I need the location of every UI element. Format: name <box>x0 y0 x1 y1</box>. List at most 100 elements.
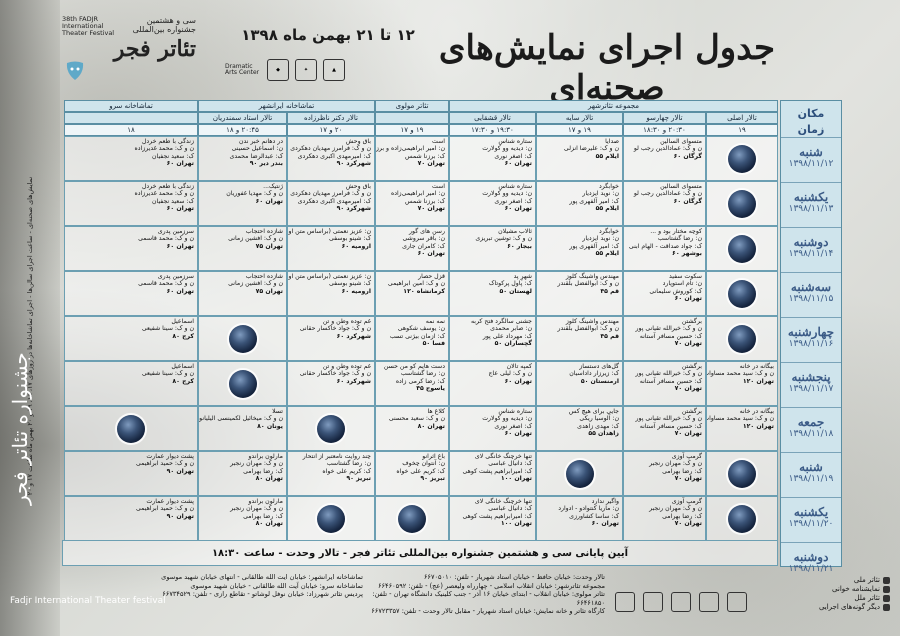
day-name: سه‌شنبه <box>790 280 832 294</box>
credit-line: ک: امیرمهدی اکبری دهکردی <box>297 152 371 160</box>
credit-line: ک: زیرزار داداسیان <box>569 370 619 378</box>
international-theater-icon <box>883 594 890 602</box>
city-duration: تهران ۷۵ <box>255 287 283 295</box>
city-duration: تهران ۶۰ <box>504 430 532 438</box>
city-duration: یونان ۸۰ <box>257 422 283 430</box>
moon-disc-icon <box>565 459 594 488</box>
play-title: کلاغ ها <box>427 408 445 415</box>
empty-slot <box>287 496 375 541</box>
page-title: جدول اجرای نمایش‌های صحنه‌ای <box>438 28 776 108</box>
day-date: ۱۳۹۸/۱۱/۱۴ <box>788 249 834 259</box>
credit-line: ن: رضا گشتاسب <box>400 370 445 378</box>
venue_groups-header-3: تماشاخانه سرو <box>64 100 198 112</box>
city-duration: تهران ۶۰ <box>591 520 619 528</box>
time-header: زمان <box>797 123 825 136</box>
play-title: ثالاب مشیلان <box>498 228 532 235</box>
empty-slot <box>198 316 287 361</box>
play-title: سرزمین پدری <box>157 273 194 280</box>
credit-line: ن و ک: محمد غدیرزاده <box>134 145 194 153</box>
performance-cell: خوابگرد ن: نوید ایزدیار ک: امیر آلفهری پور… <box>536 226 623 271</box>
performance-cell: کمپه تالان ن و ک: لیلی عاج تهران ۶۰ <box>449 361 536 406</box>
moon-disc-icon <box>317 414 345 443</box>
credit-line: ن و ک: ابوالفضل بلقندر <box>557 325 619 333</box>
schedule-table: مجموعه تئاترشهر تئاتر مولوی تماشاخانه ایرا… <box>62 100 778 567</box>
performance-cell: سرزمین پدری ن و ک: محمد قاسمی تهران ۶۰ <box>64 226 198 271</box>
legend-item: تئاتر ملل <box>790 594 890 602</box>
credit-line: ن و ک: مهران رنجبر <box>649 505 702 513</box>
performance-cell: شازده احتجاب ن و ک: افشین زمانی تهران ۷۵ <box>198 226 287 271</box>
venue_groups-header-0: مجموعه تئاترشهر <box>449 100 778 112</box>
performance-cell: چند روایت نامعتبر از انتحار ن: رضا گشتاسب… <box>287 451 375 496</box>
performance-cell: مهندس واشینگ کلوز ن و ک: ابوالفضل بلقندر ق… <box>536 316 623 361</box>
performance-cell: ن: عزیز نعمتی (براساس متن اوریبه)ک: شینو… <box>287 226 375 271</box>
day-divider <box>781 137 841 138</box>
day-name: دوشنبه <box>793 235 829 249</box>
day-divider <box>781 227 841 228</box>
play-title: جایی برای هیچ کس <box>568 408 619 415</box>
play-title: گل‌های دستساز <box>579 363 619 370</box>
legend-item: نمایشنامه خوانی <box>790 585 890 593</box>
play-title: ن: عزیز نعمتی (براساس متن اوریبه) <box>288 228 371 235</box>
performance-cell: غم توده وطن و تن ن و ک: جواد خاکسار حقانی… <box>287 316 375 361</box>
city-duration: قم ۴۵ <box>600 332 619 340</box>
play-title: سکوت سفید <box>668 273 702 280</box>
play-title: رسن های گور <box>409 228 445 235</box>
moon-disc-icon <box>728 324 756 353</box>
credit-line: ن: صابر محمدی <box>490 325 532 333</box>
play-title: ستاره شناس <box>498 408 532 415</box>
moon-disc-icon <box>728 234 756 263</box>
credit-line: ک: رضا بهرامی <box>662 467 702 475</box>
city-duration: تهران ۷۰ <box>674 475 702 483</box>
moon-disc-icon <box>228 324 257 353</box>
city-duration: ارومیه ۶۰ <box>341 242 371 250</box>
city-duration: تهران ۱۲۰ <box>742 422 774 430</box>
city-duration: ایلام ۵۵ <box>595 205 619 213</box>
city-duration: تهران ۶۰ <box>504 160 532 168</box>
performance-cell: مهندس واشینگ کلوز ن و ک: ابوالفضل بلقندر ق… <box>536 271 623 316</box>
credit-line: ک: شینو بوسفی <box>328 280 371 288</box>
credit-line: ن و ک: سید محمد مساوات <box>706 415 774 423</box>
day-divider <box>781 317 841 318</box>
play-title: باغ اثرانو <box>422 453 445 460</box>
iranshahr-logo-icon <box>699 592 719 612</box>
credit-line: ک: حسین مسافر آستانه <box>639 332 702 340</box>
credit-line: ن و ک: توشین تبریزی <box>475 235 532 243</box>
day-name: چهارشنبه <box>787 325 835 339</box>
performance-cell: مارلون براندو ن و ک: مهران رنجبر ک: رضا به… <box>198 496 287 541</box>
performance-cell: قزل حصار ن و ک: امین ابراهیمی کرمانشاه ۱۲۰ <box>375 271 449 316</box>
day-label: یکشنبه ۱۳۹۸/۱۱/۲۰ <box>781 505 841 529</box>
credit-line: ک: شینو بوسفی <box>328 235 371 243</box>
performance-cell: متسوای السالین ن و ک: عمادالدین رجب لو گرگ… <box>623 136 706 181</box>
time-cell-4: ۱۹ و ۱۷ <box>375 124 449 136</box>
credit-line: ن: باقر سروشی <box>402 235 445 243</box>
play-title: پشت دیوار عمارت <box>146 453 194 460</box>
performance-cell: باق وحش ن و ک: فرامرز مهدیان دهکردی ک: امی… <box>287 181 375 226</box>
credit-line: ن و ک: عمادالدین رجب لو <box>633 190 702 198</box>
credit-line: ک: حسین مسافر آستانه <box>639 422 702 430</box>
credit-line: ک: عبدالرضا محمدی <box>229 152 284 160</box>
moon-disc-icon <box>728 279 756 308</box>
performance-cell: خوابگرد ن: نوید ایزدیار ک: امیر آلفهری پور… <box>536 181 623 226</box>
credit-line: ک: پاول پرکوتاک <box>488 280 532 288</box>
credit-line: ک: امیرابراهیم پشت کوهی <box>462 467 532 475</box>
credit-line: ک: کامران جاری <box>402 242 445 250</box>
city-duration: بندر دیر ۹۰ <box>249 160 283 168</box>
credit-line: ک: برزنا شمس <box>405 152 445 160</box>
day-name: یکشنبه <box>793 190 829 204</box>
time-cell-5: ۲۰ و ۱۷ <box>287 124 375 136</box>
play-title: برگشتن <box>681 318 702 325</box>
credit-line: ن و ک: سینا شفیعی <box>141 370 194 378</box>
city-duration: تهران ۸۰ <box>417 422 445 430</box>
play-title: بیگانه در خانه <box>739 408 774 415</box>
credit-line: ن و ک: محمد قاسمی <box>138 235 194 243</box>
performance-cell: کلاغ ها ن و ک: سعید محسنی تهران ۸۰ <box>375 406 449 451</box>
city-duration: تهران ۹۰ <box>166 512 194 520</box>
day-divider <box>781 542 841 543</box>
day-date: ۱۳۹۸/۱۱/۱۲ <box>788 159 834 169</box>
org-logo-icon: ▲ <box>323 59 345 81</box>
performance-cell: صدایا ن و ک: علیرضا انزلی ایلام ۵۵ <box>536 136 623 181</box>
credit-line: ن: نوید ایزدیار <box>582 190 619 198</box>
day-date: ۱۳۹۸/۱۱/۱۶ <box>788 339 834 349</box>
city-duration: کرج ۸۰ <box>172 332 194 340</box>
